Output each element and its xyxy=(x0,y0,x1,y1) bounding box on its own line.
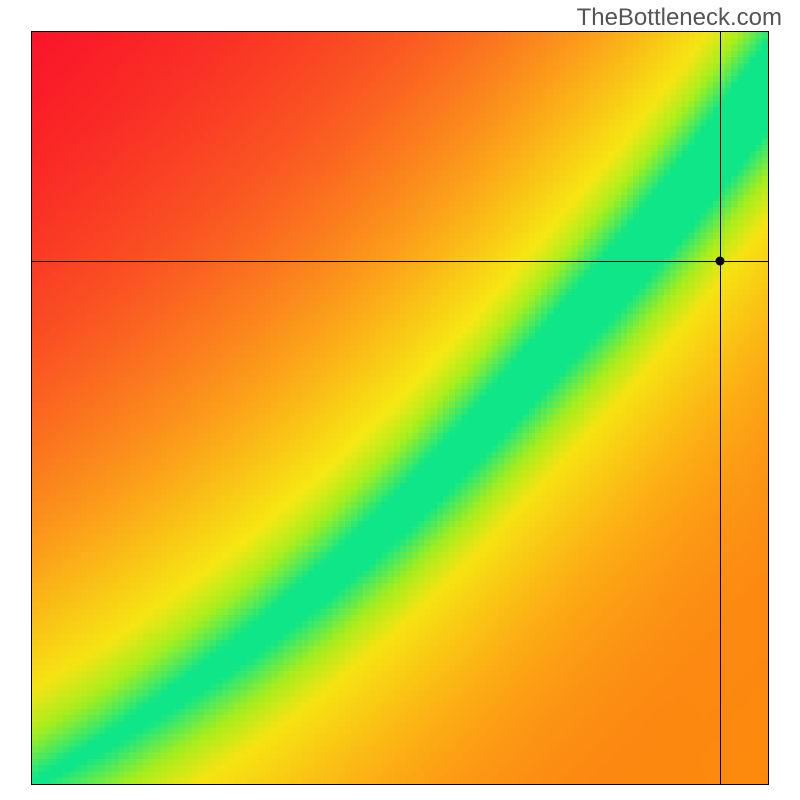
chart-container: TheBottleneck.com xyxy=(0,0,800,800)
bottleneck-heatmap xyxy=(32,32,768,784)
watermark-text: TheBottleneck.com xyxy=(577,4,782,32)
crosshair-horizontal-line xyxy=(32,261,768,262)
crosshair-marker xyxy=(716,257,725,266)
crosshair-vertical-line xyxy=(720,32,721,784)
